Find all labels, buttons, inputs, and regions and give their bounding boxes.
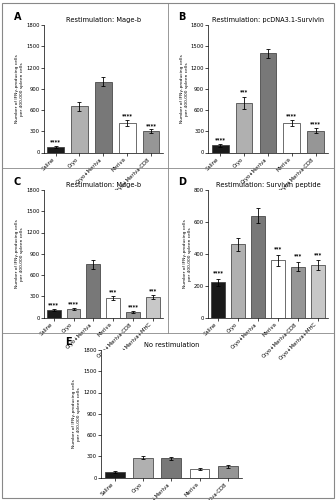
- Text: ****: ****: [286, 113, 297, 118]
- Y-axis label: Number of IFNγ-producing cells
per 400,000 spleen cells: Number of IFNγ-producing cells per 400,0…: [183, 220, 192, 288]
- Bar: [126, 312, 140, 318]
- Bar: [212, 146, 228, 152]
- Bar: [146, 297, 160, 318]
- Bar: [95, 82, 112, 152]
- Bar: [231, 244, 245, 318]
- Y-axis label: Number of IFNγ-producing cells
per 400,000 spleen cells: Number of IFNγ-producing cells per 400,0…: [73, 380, 81, 448]
- Text: ****: ****: [48, 302, 59, 307]
- Bar: [119, 122, 135, 152]
- Text: ***: ***: [294, 254, 302, 258]
- Bar: [284, 122, 300, 152]
- Text: E: E: [66, 337, 72, 347]
- Text: ****: ****: [50, 140, 61, 144]
- Title: Restimulation: pcDNA3.1-Survivin: Restimulation: pcDNA3.1-Survivin: [212, 17, 324, 23]
- Bar: [236, 103, 252, 152]
- Bar: [291, 266, 305, 318]
- Bar: [162, 458, 181, 477]
- Bar: [105, 472, 125, 478]
- Bar: [218, 466, 238, 477]
- Bar: [133, 458, 153, 477]
- Bar: [106, 298, 120, 318]
- Bar: [143, 131, 159, 152]
- Bar: [260, 54, 276, 152]
- Y-axis label: Number of IFNγ-producing cells
per 400,000 spleen cells: Number of IFNγ-producing cells per 400,0…: [180, 54, 188, 123]
- Bar: [211, 282, 225, 318]
- Bar: [311, 265, 325, 318]
- Bar: [47, 147, 64, 152]
- Text: ***: ***: [109, 289, 117, 294]
- Bar: [307, 130, 324, 152]
- Text: ****: ****: [145, 122, 157, 128]
- Text: ***: ***: [313, 252, 322, 257]
- Title: No restimulation: No restimulation: [144, 342, 199, 348]
- Title: Restimulation: Survivin peptide: Restimulation: Survivin peptide: [216, 182, 320, 188]
- Bar: [190, 469, 209, 478]
- Bar: [71, 106, 88, 152]
- Y-axis label: Number of IFNγ-producing cells
per 400,000 spleen cells: Number of IFNγ-producing cells per 400,0…: [15, 54, 24, 123]
- Text: ***: ***: [274, 246, 282, 252]
- Bar: [47, 310, 60, 318]
- Text: D: D: [178, 178, 186, 187]
- Bar: [251, 216, 265, 318]
- Text: ****: ****: [68, 301, 79, 306]
- Text: ****: ****: [128, 304, 139, 309]
- Text: ***: ***: [240, 90, 248, 94]
- Bar: [86, 264, 100, 318]
- Text: ****: ****: [213, 270, 224, 276]
- Text: B: B: [178, 12, 186, 22]
- Text: ****: ****: [310, 122, 321, 126]
- Bar: [67, 309, 80, 318]
- Text: C: C: [14, 178, 21, 187]
- Bar: [271, 260, 285, 318]
- Y-axis label: Number of IFNγ-producing cells
per 400,000 spleen cells: Number of IFNγ-producing cells per 400,0…: [15, 220, 24, 288]
- Title: Restimulation: Mage-b: Restimulation: Mage-b: [66, 17, 141, 23]
- Title: Restimulation: Mage-b: Restimulation: Mage-b: [66, 182, 141, 188]
- Text: ***: ***: [149, 288, 157, 293]
- Text: A: A: [14, 12, 22, 22]
- Text: ****: ****: [215, 137, 226, 142]
- Text: ****: ****: [122, 113, 133, 118]
